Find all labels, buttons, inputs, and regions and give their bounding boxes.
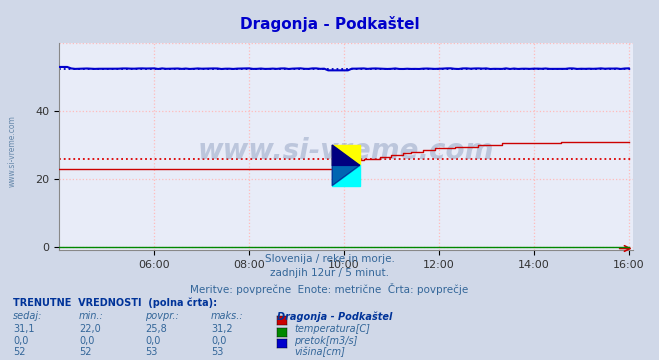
Text: 0,0: 0,0	[145, 336, 160, 346]
Polygon shape	[332, 165, 360, 186]
Text: sedaj:: sedaj:	[13, 311, 43, 321]
Text: www.si-vreme.com: www.si-vreme.com	[198, 137, 494, 165]
Text: zadnjih 12ur / 5 minut.: zadnjih 12ur / 5 minut.	[270, 268, 389, 278]
Text: temperatura[C]: temperatura[C]	[294, 324, 370, 334]
Polygon shape	[332, 145, 360, 165]
Text: Meritve: povprečne  Enote: metrične  Črta: povprečje: Meritve: povprečne Enote: metrične Črta:…	[190, 283, 469, 294]
Text: višina[cm]: višina[cm]	[294, 347, 345, 357]
Text: 52: 52	[13, 347, 26, 357]
Text: 31,1: 31,1	[13, 324, 35, 334]
Text: www.si-vreme.com: www.si-vreme.com	[8, 115, 17, 187]
Polygon shape	[332, 165, 360, 186]
Text: Dragonja - Podkaštel: Dragonja - Podkaštel	[240, 16, 419, 32]
Text: 25,8: 25,8	[145, 324, 167, 334]
Text: 0,0: 0,0	[13, 336, 28, 346]
Text: 53: 53	[145, 347, 158, 357]
Text: pretok[m3/s]: pretok[m3/s]	[294, 336, 357, 346]
Text: 0,0: 0,0	[79, 336, 94, 346]
Text: TRENUTNE  VREDNOSTI  (polna črta):: TRENUTNE VREDNOSTI (polna črta):	[13, 297, 217, 307]
Text: povpr.:: povpr.:	[145, 311, 179, 321]
Text: maks.:: maks.:	[211, 311, 244, 321]
Text: 31,2: 31,2	[211, 324, 233, 334]
Text: min.:: min.:	[79, 311, 104, 321]
Text: Dragonja - Podkaštel: Dragonja - Podkaštel	[277, 311, 392, 322]
Text: Slovenija / reke in morje.: Slovenija / reke in morje.	[264, 254, 395, 264]
Polygon shape	[332, 145, 360, 165]
Text: 22,0: 22,0	[79, 324, 101, 334]
Text: 53: 53	[211, 347, 223, 357]
Text: 0,0: 0,0	[211, 336, 226, 346]
Text: 52: 52	[79, 347, 92, 357]
